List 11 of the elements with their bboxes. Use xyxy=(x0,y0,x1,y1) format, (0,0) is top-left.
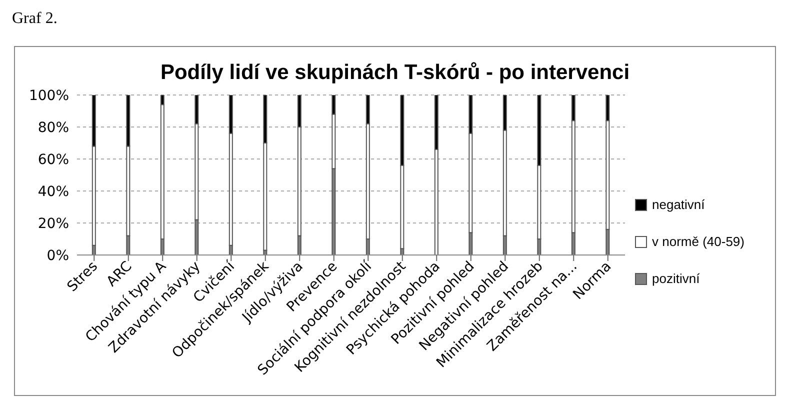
legend-label: negativní xyxy=(652,197,705,212)
y-tick-label: 100% xyxy=(28,88,69,104)
y-tick-label: 40% xyxy=(38,184,69,200)
y-tick-label: 60% xyxy=(38,152,69,168)
y-tick-label: 0% xyxy=(46,248,69,264)
y-tick-label: 20% xyxy=(38,216,69,232)
chart-title: Podíly lidí ve skupinách T-skórů - po intervenci xyxy=(159,61,631,85)
y-tick-label: 80% xyxy=(38,120,69,136)
text: Graf 2. xyxy=(12,10,58,28)
legend-label: pozitivní xyxy=(652,271,700,286)
legend-label: v normě (40-59) xyxy=(652,234,744,249)
